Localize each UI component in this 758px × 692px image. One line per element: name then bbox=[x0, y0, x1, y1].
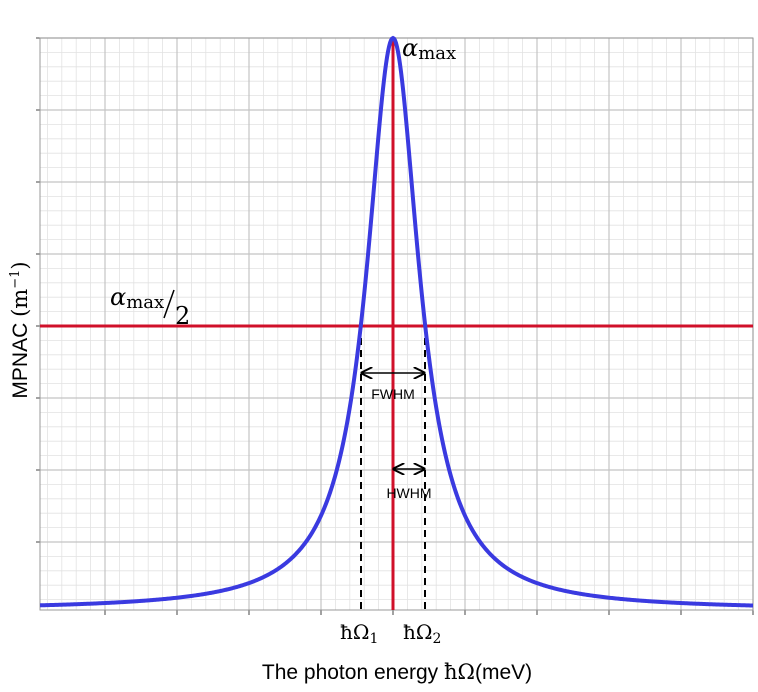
fwhm-label: FWHM bbox=[371, 386, 415, 402]
y-label-text: MPNAC bbox=[9, 317, 32, 399]
half-divisor: 2 bbox=[175, 302, 190, 330]
omega2-label: ħΩ2 bbox=[403, 620, 441, 647]
half-label: αmax bbox=[110, 283, 164, 313]
half-symbol: α bbox=[110, 283, 126, 311]
omega1-label: ħΩ1 bbox=[340, 620, 378, 647]
x-label-text: The photon energy bbox=[262, 661, 444, 684]
omega2-symbol: ħΩ bbox=[403, 620, 432, 644]
y-label-unit: (m bbox=[8, 289, 32, 317]
y-label-exponent: −1 bbox=[8, 270, 23, 289]
x-axis-label: The photon energy ħΩ(meV) bbox=[262, 660, 532, 684]
omega1-subscript: 1 bbox=[369, 631, 378, 647]
omega1-symbol: ħΩ bbox=[340, 620, 369, 644]
lorentzian-curve bbox=[39, 35, 754, 608]
omega2-subscript: 2 bbox=[432, 631, 441, 647]
grid bbox=[36, 37, 754, 615]
plot-frame bbox=[39, 37, 754, 611]
half-subscript: max bbox=[126, 292, 164, 313]
hwhm-label: HWHM bbox=[386, 485, 431, 501]
y-label-close: ) bbox=[8, 261, 32, 269]
y-axis-label: MPNAC (m−1) bbox=[8, 261, 32, 398]
x-label-unit: (meV) bbox=[475, 661, 532, 684]
peak-label: αmax bbox=[402, 34, 456, 64]
fraction-slash bbox=[163, 289, 175, 319]
peak-subscript: max bbox=[418, 43, 456, 64]
peak-symbol: α bbox=[402, 34, 418, 62]
x-label-symbol: ħΩ bbox=[444, 660, 475, 684]
